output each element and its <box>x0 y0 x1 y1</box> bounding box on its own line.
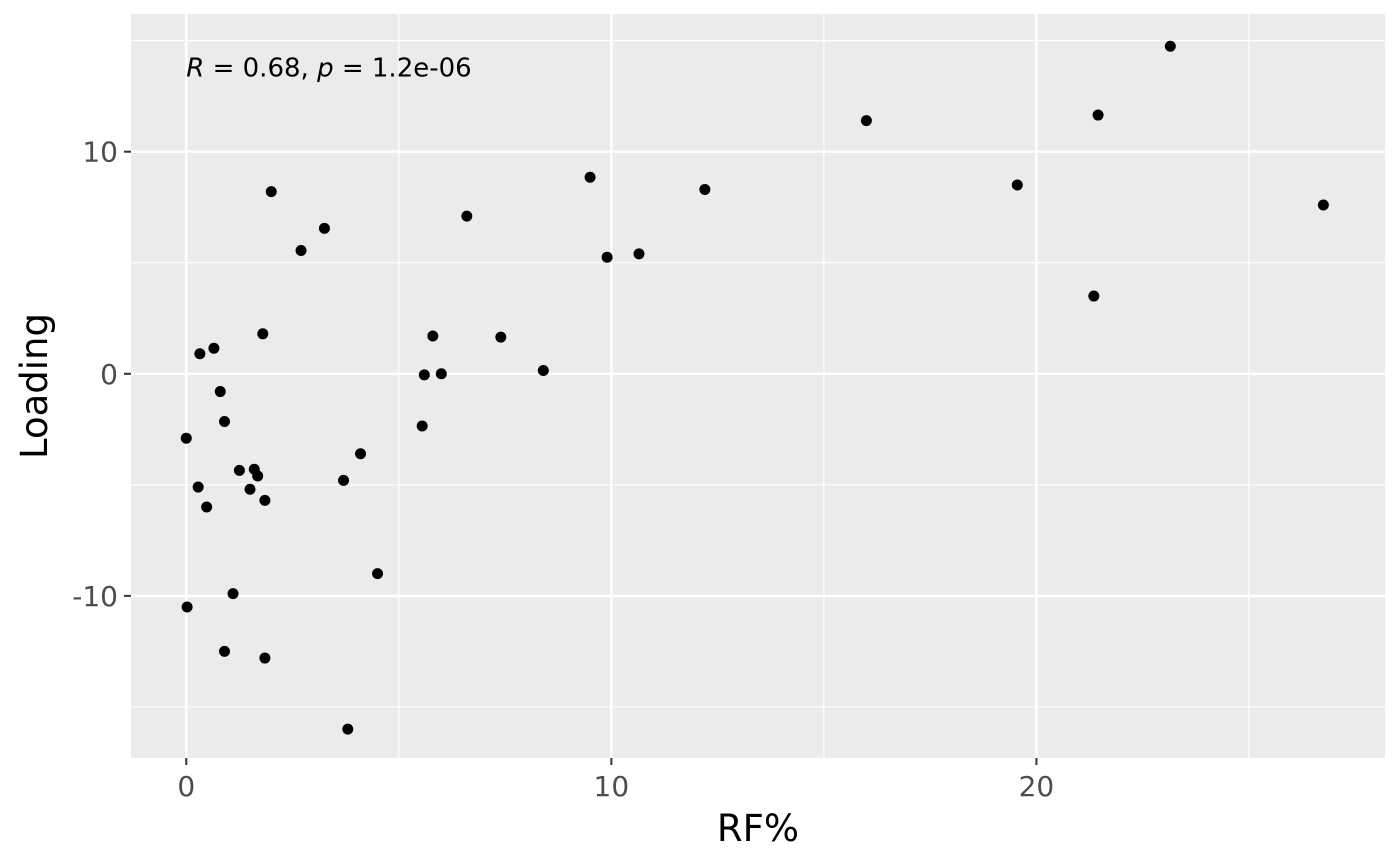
data-point <box>1088 290 1100 302</box>
r-value: = 0.68, <box>204 53 317 83</box>
minor-gridlines <box>131 14 1385 758</box>
data-point <box>1092 109 1104 121</box>
p-symbol: p <box>316 53 334 83</box>
y-axis-title: Loading <box>13 313 56 459</box>
data-point <box>338 474 350 486</box>
data-point <box>1317 199 1329 211</box>
data-point <box>194 348 206 360</box>
data-point <box>219 416 231 428</box>
correlation-annotation: R = 0.68, p = 1.2e-06 <box>186 53 471 83</box>
plot-panel <box>131 14 1385 758</box>
data-point <box>355 448 367 460</box>
p-value: = 1.2e-06 <box>334 53 472 83</box>
data-point <box>244 483 256 495</box>
data-point <box>259 652 271 664</box>
data-point <box>265 186 277 198</box>
x-tick-label: 20 <box>1019 770 1055 803</box>
data-point <box>418 369 430 381</box>
data-point <box>537 364 549 376</box>
data-point <box>495 331 507 343</box>
data-point <box>633 248 645 260</box>
data-point <box>192 481 204 493</box>
x-tick-label: 10 <box>594 770 630 803</box>
data-point <box>180 432 192 444</box>
data-point <box>427 330 439 342</box>
data-point <box>1011 179 1023 191</box>
data-point <box>318 222 330 234</box>
data-point <box>201 501 213 513</box>
major-gridlines <box>131 14 1385 758</box>
y-tick-label: -10 <box>72 580 118 613</box>
data-point <box>435 368 447 380</box>
r-symbol: R <box>186 53 204 83</box>
data-point <box>257 328 269 340</box>
data-point <box>699 183 711 195</box>
y-tick-label: 0 <box>100 358 118 391</box>
y-tick-label: 10 <box>82 136 118 169</box>
data-point <box>214 386 226 398</box>
data-point <box>259 494 271 506</box>
data-point <box>1164 40 1176 52</box>
data-point <box>860 115 872 127</box>
data-point <box>181 601 193 613</box>
data-point <box>342 723 354 735</box>
data-points <box>180 40 1329 735</box>
data-point <box>461 210 473 222</box>
data-point <box>208 342 220 354</box>
x-tick-label: 0 <box>177 770 195 803</box>
data-point <box>372 568 384 580</box>
data-point <box>233 464 245 476</box>
y-axis-ticks: -10 0 10 <box>72 136 131 613</box>
data-point <box>252 470 264 482</box>
data-point <box>416 420 428 432</box>
data-point <box>295 245 307 257</box>
x-axis-title: RF% <box>717 807 799 850</box>
data-point <box>584 171 596 183</box>
data-point <box>601 251 613 263</box>
data-point <box>219 645 231 657</box>
data-point <box>227 588 239 600</box>
x-axis-ticks: 0 10 20 <box>177 758 1054 803</box>
